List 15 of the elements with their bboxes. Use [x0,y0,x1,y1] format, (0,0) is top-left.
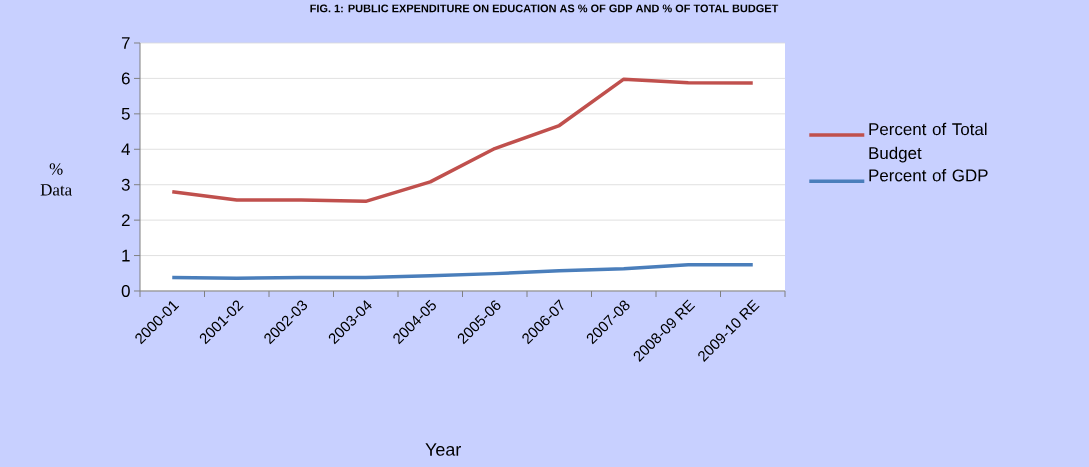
chart-title: FIG. 1: PUBLIC EXPENDITURE ON EDUCATION AS % OF GDP AND % OF TOTAL BUDGET [310,4,779,13]
y-tick-label: 0 [121,284,130,297]
y-axis-title: % Data [40,163,72,196]
x-axis-title: Year [425,443,461,456]
y-tick-label: 7 [121,37,130,49]
y-tick-label: 3 [121,178,130,191]
y-tick-label: 6 [121,72,130,85]
y-tick-label: 1 [122,249,130,262]
line-series [170,77,755,204]
y-tick-label: 4 [121,143,130,156]
legend-label: Percent of GDP [869,169,988,182]
legend-label: Percent of Total Budget [869,122,987,163]
y-tick-label: 2 [121,214,130,227]
y-tick-label: 5 [121,107,130,120]
line-series [170,263,755,280]
